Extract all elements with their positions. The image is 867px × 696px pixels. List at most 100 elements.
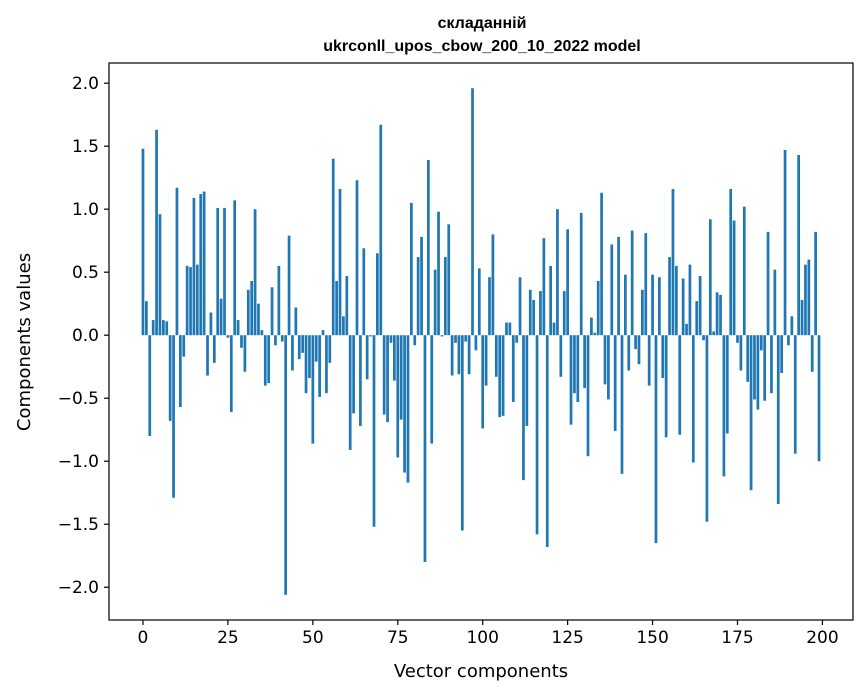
- bar-111: [518, 277, 522, 336]
- bar-67: [369, 335, 372, 337]
- bar-120: [549, 265, 552, 336]
- y-tick-label: 1.5: [72, 137, 99, 157]
- bar-44: [291, 335, 294, 371]
- bar-78: [406, 335, 410, 483]
- bar-175: [736, 335, 739, 343]
- bar-86: [433, 269, 437, 336]
- x-tick-label: 150: [636, 628, 668, 648]
- bar-166: [705, 335, 709, 522]
- x-axis-label: Vector components: [394, 661, 568, 682]
- bar-190: [787, 335, 790, 346]
- bar-1: [145, 301, 148, 336]
- bar-27: [233, 200, 237, 336]
- bar-168: [712, 331, 716, 336]
- bar-198: [814, 231, 817, 336]
- bar-14: [189, 267, 192, 336]
- bar-47: [301, 335, 304, 353]
- bar-8: [168, 335, 172, 421]
- bar-153: [661, 335, 665, 379]
- bar-177: [742, 206, 746, 336]
- bar-169: [715, 292, 719, 336]
- bar-123: [559, 335, 563, 377]
- bar-94: [460, 335, 464, 531]
- bar-145: [634, 335, 637, 350]
- bar-196: [807, 259, 811, 336]
- bar-156: [671, 189, 675, 336]
- bar-162: [691, 335, 695, 463]
- bar-107: [505, 322, 508, 336]
- y-tick-label: −1.0: [58, 452, 99, 472]
- chart-title-line-1: складанній: [438, 15, 527, 32]
- bar-102: [488, 277, 491, 336]
- bar-35: [260, 330, 264, 336]
- bar-36: [263, 335, 267, 386]
- bar-51: [314, 335, 318, 362]
- bar-183: [763, 335, 767, 401]
- bar-38: [270, 287, 274, 336]
- bar-199: [817, 335, 821, 462]
- bar-96: [467, 335, 471, 375]
- bar-77: [403, 335, 406, 473]
- bar-146: [637, 335, 641, 365]
- bar-134: [596, 281, 600, 336]
- bar-80: [413, 335, 417, 346]
- bar-17: [199, 194, 203, 336]
- bar-83: [423, 335, 427, 563]
- bar-29: [240, 335, 243, 348]
- x-tick-label: 50: [302, 628, 324, 648]
- bar-71: [382, 335, 386, 415]
- bar-181: [756, 335, 760, 410]
- bar-160: [685, 323, 688, 336]
- bar-74: [393, 335, 396, 381]
- bar-135: [600, 192, 603, 336]
- bar-182: [759, 335, 763, 351]
- plot-frame: [108, 62, 854, 621]
- bar-87: [437, 211, 440, 336]
- chart-title-line-2: ukrconll_upos_cbow_200_10_2022 model: [323, 38, 640, 55]
- bar-57: [335, 281, 338, 336]
- bar-139: [613, 335, 617, 431]
- bar-165: [702, 335, 705, 341]
- bar-46: [297, 335, 301, 360]
- bar-116: [535, 335, 539, 535]
- bar-147: [641, 289, 644, 336]
- bar-45: [294, 307, 298, 336]
- bar-73: [389, 335, 393, 343]
- bar-171: [722, 335, 726, 477]
- bar-32: [250, 281, 254, 336]
- bar-110: [515, 335, 519, 343]
- bar-113: [525, 335, 529, 426]
- bar-159: [681, 278, 685, 336]
- bar-72: [386, 335, 389, 423]
- bar-24: [223, 207, 226, 336]
- x-axis-ticks: 0 25 50 75 100 125 150 175 200: [138, 620, 839, 648]
- bar-128: [576, 335, 580, 402]
- bar-92: [454, 335, 457, 343]
- bar-7: [165, 321, 169, 336]
- bar-55: [328, 335, 332, 363]
- bars-group: [141, 88, 821, 595]
- x-tick-label: 175: [721, 628, 753, 648]
- bar-100: [481, 335, 485, 429]
- bar-37: [267, 335, 271, 384]
- bar-31: [246, 289, 250, 336]
- bar-142: [624, 274, 627, 336]
- bar-112: [522, 335, 525, 481]
- bar-161: [688, 264, 692, 336]
- bar-154: [664, 335, 668, 438]
- bar-176: [739, 335, 743, 371]
- bar-117: [539, 291, 542, 336]
- bar-97: [471, 88, 474, 336]
- bar-18: [202, 191, 206, 336]
- y-tick-label: 2.0: [72, 74, 99, 94]
- bar-11: [178, 335, 182, 408]
- bar-195: [804, 264, 807, 336]
- bar-136: [603, 335, 607, 385]
- bar-88: [440, 335, 444, 337]
- bar-13: [185, 265, 189, 336]
- bar-124: [562, 291, 566, 336]
- bar-42: [284, 335, 288, 595]
- bar-143: [627, 335, 631, 371]
- x-tick-label: 200: [806, 628, 838, 648]
